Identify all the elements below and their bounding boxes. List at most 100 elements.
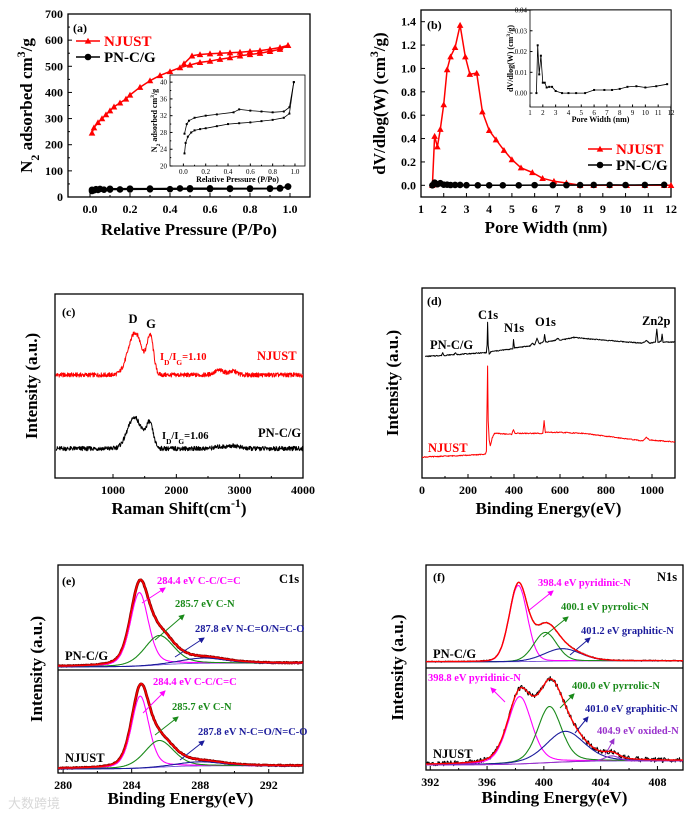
data-point	[88, 129, 96, 136]
x-tick-label: 0.6	[246, 168, 255, 176]
data-point	[122, 95, 130, 102]
data-point	[110, 103, 118, 110]
x-tick-label: 0.4	[224, 168, 233, 176]
annotation-arrow	[179, 740, 205, 761]
data-point	[216, 49, 224, 56]
legend-marker	[596, 161, 604, 169]
data-point	[466, 70, 474, 77]
inset-data-point	[551, 85, 554, 88]
inset-data-point	[282, 110, 285, 113]
x-tick-label: 2000	[164, 483, 188, 497]
legend-marker	[84, 37, 92, 44]
x-tick-label: 1000	[101, 483, 125, 497]
legend-marker	[84, 53, 92, 61]
y-tick-label: 0.6	[401, 108, 416, 122]
y-tick-label: 0.8	[401, 85, 416, 99]
peak-label: O1s	[535, 315, 556, 329]
inset-data-point	[644, 86, 647, 89]
inset-data-point	[288, 112, 291, 115]
data-point	[576, 181, 584, 189]
panel-label: (f)	[433, 570, 445, 584]
x-axis-label: Pore Width (nm)	[485, 218, 608, 237]
component-label: 400.0 eV pyrrolic-N	[572, 681, 660, 692]
y-tick-label: 400	[45, 85, 63, 99]
x-tick-label: 2	[441, 202, 447, 216]
data-point	[94, 119, 102, 126]
legend-label: NJUST	[104, 34, 152, 50]
component-label: 398.8 eV pyridinic-N	[428, 673, 521, 684]
annotation-arrow	[154, 716, 179, 736]
x-tick-label: 0.8	[243, 202, 258, 216]
x-axis-label: Pore Width (nm)	[572, 115, 630, 124]
data-point	[226, 54, 234, 61]
data-point	[447, 181, 454, 189]
x-tick-label: 200	[459, 483, 477, 497]
data-point	[473, 69, 480, 76]
y-tick-label: 1.2	[401, 38, 416, 52]
data-point	[434, 143, 441, 150]
series-label: PN-C/G	[258, 426, 301, 440]
x-tick-label: 1	[528, 109, 532, 117]
inset-data-point	[187, 119, 190, 122]
x-tick-label: 1.0	[283, 202, 298, 216]
inset-data-point	[271, 118, 274, 121]
inset-data-point	[655, 85, 658, 88]
component-label: 285.7 eV C-N	[175, 599, 235, 610]
y-tick-label: 0.01	[515, 69, 528, 77]
inset-data-point	[186, 135, 189, 138]
y-tick-label: 20	[160, 163, 168, 171]
data-point	[660, 181, 668, 189]
data-point	[266, 45, 274, 52]
data-point	[479, 108, 486, 115]
inset-series-line	[184, 82, 295, 154]
component-label: 287.8 eV N-C=O/N=C-O	[198, 727, 307, 738]
inset-data-point	[593, 88, 596, 91]
data-point	[180, 60, 188, 67]
x-tick-label: 10	[642, 109, 650, 117]
data-point	[451, 44, 459, 51]
x-axis-label: Relative Pressure (P/Po)	[196, 175, 279, 184]
data-point	[284, 42, 292, 49]
series-label: NJUST	[428, 441, 468, 455]
plot-frame	[169, 74, 306, 167]
y-tick-label: 28	[160, 129, 168, 137]
data-point	[284, 183, 292, 190]
y-tick-label: 24	[160, 146, 168, 154]
x-tick-label: 400	[535, 775, 553, 789]
inset-data-point	[238, 122, 241, 125]
y-tick-label: 1.4	[401, 15, 416, 29]
region-label: N1s	[657, 570, 677, 584]
x-tick-label: 11	[655, 109, 662, 117]
intensity-ratio-label: ID/IG=1.06	[162, 431, 209, 446]
x-tick-label: 0.6	[203, 202, 218, 216]
plot-frame	[529, 9, 672, 108]
fit-component	[426, 755, 683, 766]
annotation-arrow	[569, 637, 591, 656]
panel-label: (d)	[427, 294, 442, 308]
y-axis-label: dV/dlog(W) (cm3/g)	[506, 25, 515, 92]
component-label: 287.8 eV N-C=O/N=C-O	[195, 624, 304, 635]
inset-data-point	[204, 114, 207, 117]
data-point	[641, 181, 649, 189]
x-tick-label: 2	[541, 109, 545, 117]
data-point	[508, 156, 516, 163]
component-label: 285.7 eV C-N	[172, 702, 232, 713]
x-axis-label: Binding Energy(eV)	[108, 789, 254, 808]
inset-data-point	[199, 128, 202, 131]
fit-envelope	[426, 678, 683, 765]
y-tick-label: 36	[160, 95, 168, 103]
inset-data-point	[584, 92, 587, 95]
raman-spectrum-njust	[55, 331, 303, 378]
data-point	[176, 64, 184, 71]
data-point	[485, 182, 493, 189]
subpanel-njust: 398.8 eV pyridinic-N 400.0 eV pyrrolic-N 4…	[426, 673, 683, 767]
inset-data-point	[545, 86, 548, 89]
inset-data-point	[288, 106, 291, 109]
annotation-arrow	[574, 716, 589, 734]
component-label: 284.4 eV C-C/C=C	[153, 677, 237, 688]
x-tick-label: 1000	[640, 483, 664, 497]
survey-spectrum-njust	[422, 365, 675, 458]
data-point	[206, 185, 214, 192]
data-point	[549, 181, 557, 189]
